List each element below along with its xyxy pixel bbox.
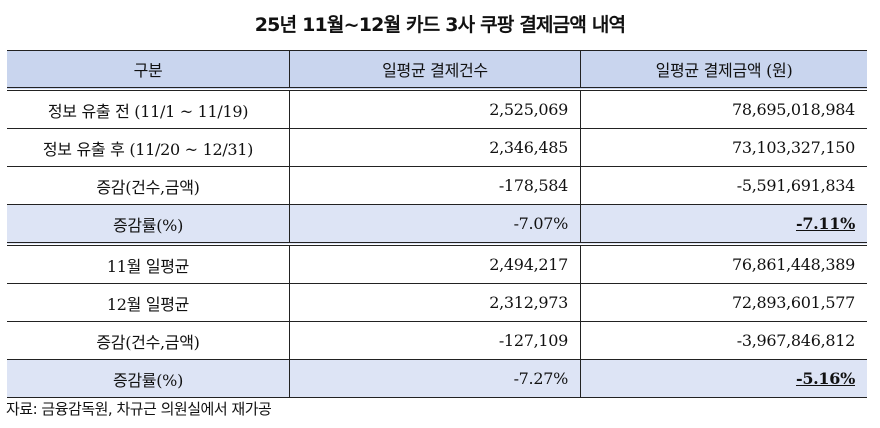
row-amount: 73,103,327,150 [580, 128, 867, 167]
row-count: 2,346,485 [289, 128, 581, 167]
row-label: 11월 일평균 [7, 242, 290, 284]
row-amount: -5.16% [580, 359, 867, 398]
row-label: 증감(건수,금액) [7, 321, 290, 360]
row-count: 2,494,217 [289, 242, 581, 284]
table-row: 증감(건수,금액) -178,584 -5,591,691,834 [7, 166, 867, 205]
row-label: 정보 유출 후 (11/20 ~ 12/31) [7, 128, 290, 167]
row-count: 2,525,069 [289, 87, 581, 129]
highlight-rate: -7.11% [795, 214, 855, 233]
payment-table: 구분 일평균 결제건수 일평균 결제금액 (원) 정보 유출 전 (11/1 ~… [7, 50, 867, 398]
row-label: 12월 일평균 [7, 283, 290, 322]
table-row: 증감(건수,금액) -127,109 -3,967,846,812 [7, 321, 867, 360]
row-amount: -5,591,691,834 [580, 166, 867, 205]
header-daily-count: 일평균 결제건수 [289, 50, 581, 90]
row-label: 증감(건수,금액) [7, 166, 290, 205]
header-row: 구분 일평균 결제건수 일평균 결제금액 (원) [7, 50, 867, 90]
table-row: 11월 일평균 2,494,217 76,861,448,389 [7, 242, 867, 284]
table-row-rate: 증감률(%) -7.27% -5.16% [7, 359, 867, 398]
table-row-rate: 증감률(%) -7.07% -7.11% [7, 204, 867, 245]
row-count: -178,584 [289, 166, 581, 205]
header-daily-amount: 일평균 결제금액 (원) [580, 50, 867, 90]
row-amount: -3,967,846,812 [580, 321, 867, 360]
row-amount: 72,893,601,577 [580, 283, 867, 322]
row-label: 정보 유출 전 (11/1 ~ 11/19) [7, 87, 290, 129]
table-title: 25년 11월~12월 카드 3사 쿠팡 결제금액 내역 [254, 14, 626, 36]
highlight-rate: -5.16% [795, 369, 855, 388]
source-note: 자료: 금융감독원, 차규근 의원실에서 재가공 [6, 400, 272, 418]
row-label: 증감률(%) [7, 359, 290, 398]
header-category: 구분 [7, 50, 290, 90]
row-count: -7.27% [289, 359, 581, 398]
table-row: 정보 유출 전 (11/1 ~ 11/19) 2,525,069 78,695,… [7, 87, 867, 129]
row-amount: -7.11% [580, 204, 867, 245]
row-count: -127,109 [289, 321, 581, 360]
table-row: 12월 일평균 2,312,973 72,893,601,577 [7, 283, 867, 322]
row-count: 2,312,973 [289, 283, 581, 322]
row-count: -7.07% [289, 204, 581, 245]
table-row: 정보 유출 후 (11/20 ~ 12/31) 2,346,485 73,103… [7, 128, 867, 167]
row-amount: 76,861,448,389 [580, 242, 867, 284]
row-label: 증감률(%) [7, 204, 290, 245]
row-amount: 78,695,018,984 [580, 87, 867, 129]
